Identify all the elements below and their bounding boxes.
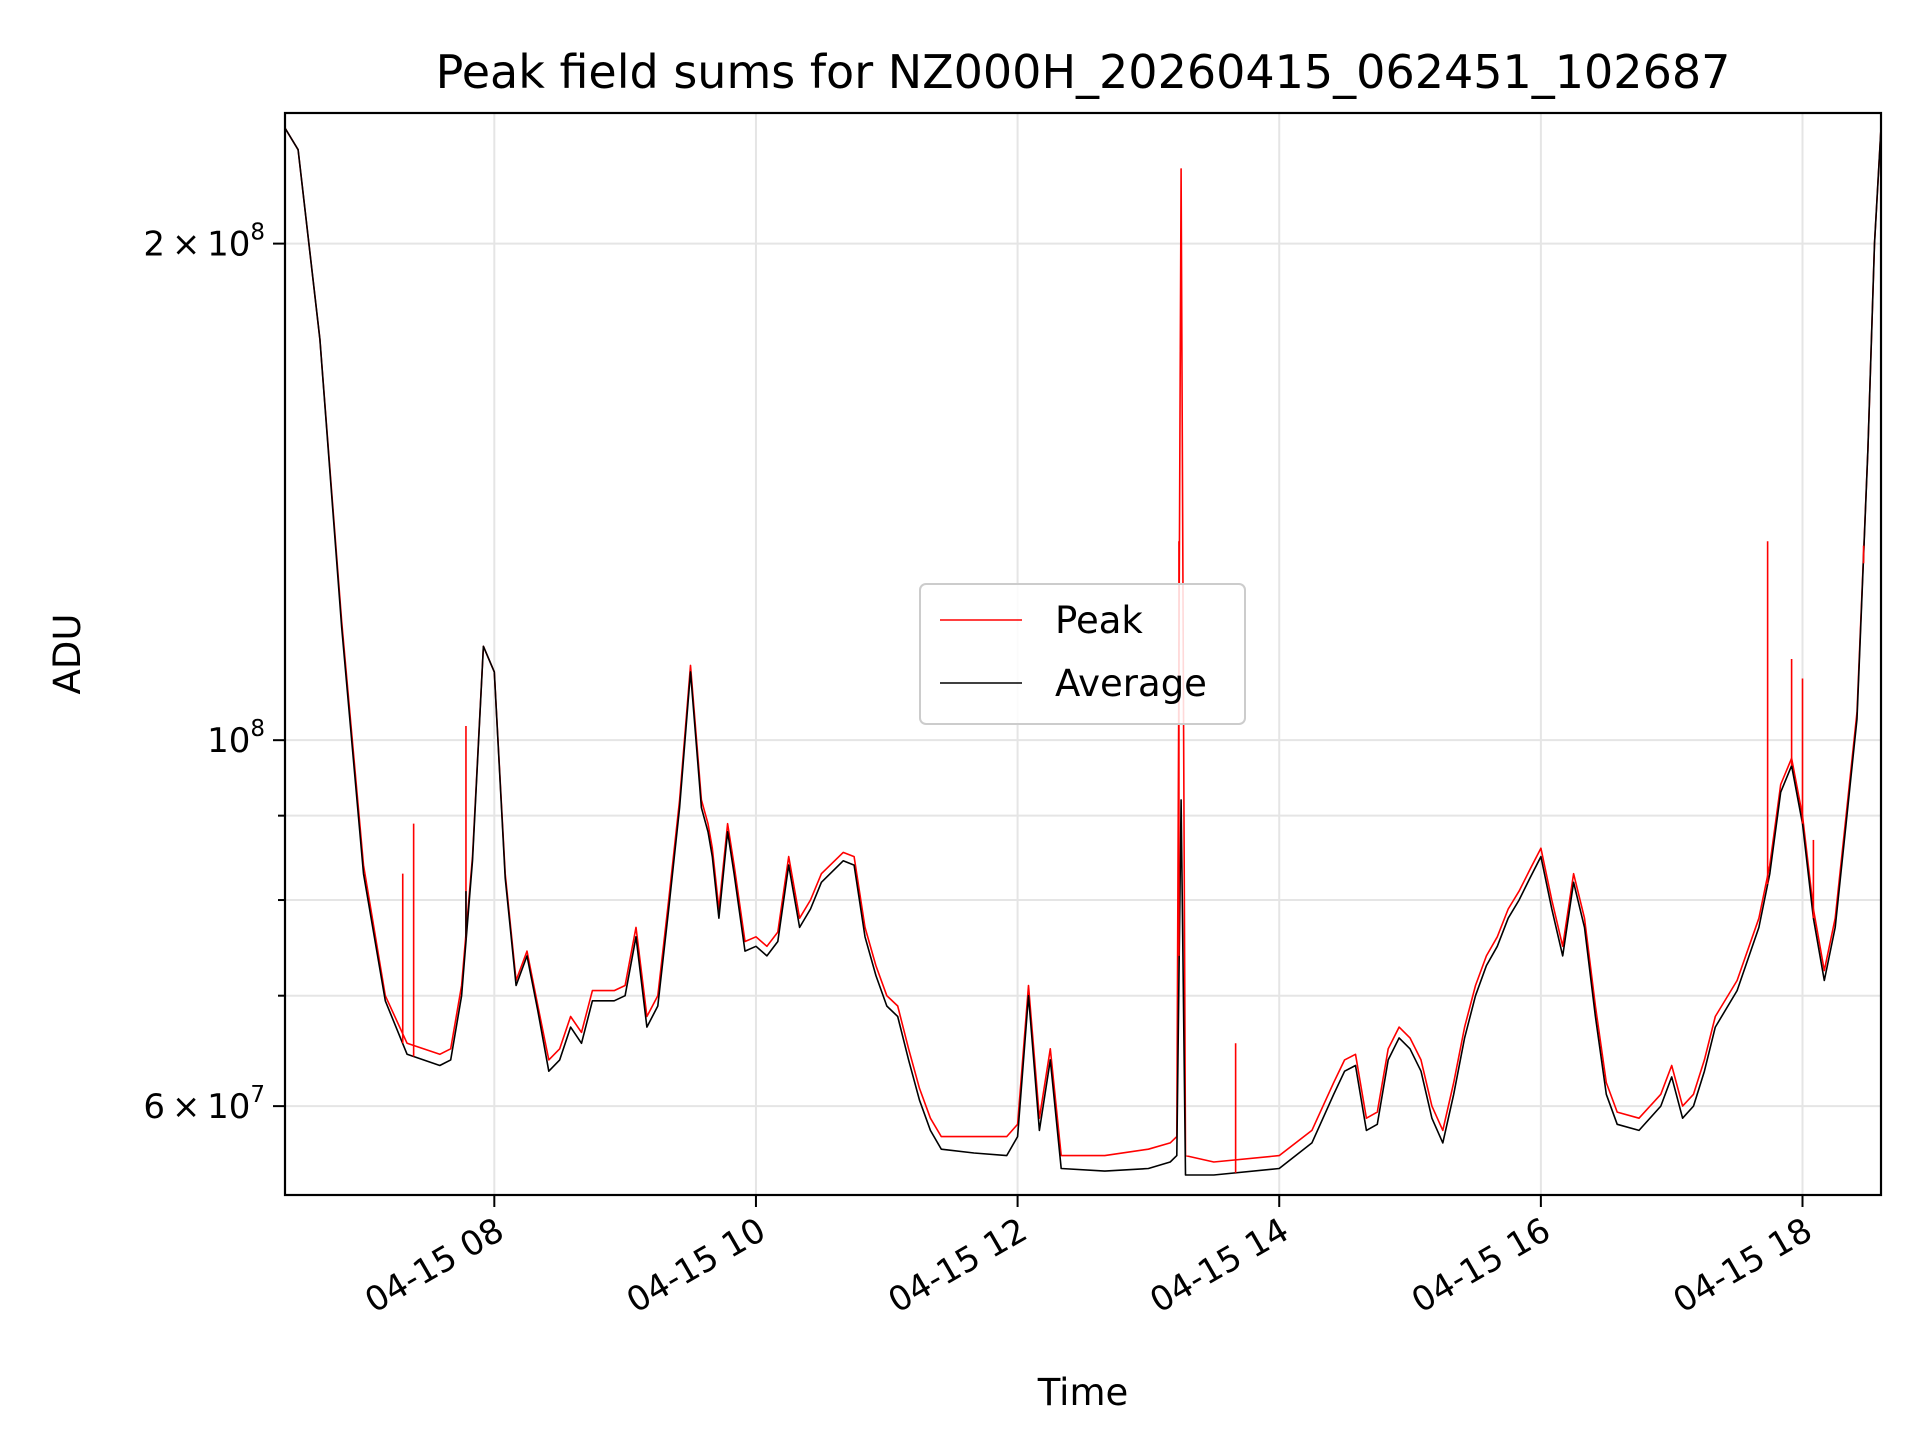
legend-box (919, 583, 1246, 725)
legend-average-label: Average (1055, 662, 1207, 705)
y-axis-label: ADU (46, 614, 89, 695)
chart-title: Peak field sums for NZ000H_20260415_0624… (436, 45, 1731, 99)
series-line-peak (285, 127, 1881, 1163)
grid (285, 113, 1881, 1195)
legend-peak-label: Peak (1055, 599, 1143, 642)
y-tick-label: 2 × 108 (143, 220, 265, 265)
series-line-average (285, 127, 1881, 1176)
x-axis-label: Time (1037, 1371, 1129, 1414)
plot-frame (283, 111, 1883, 1197)
y-tick-label: 6 × 107 (143, 1082, 265, 1127)
legend: Peak Average (919, 583, 1246, 725)
